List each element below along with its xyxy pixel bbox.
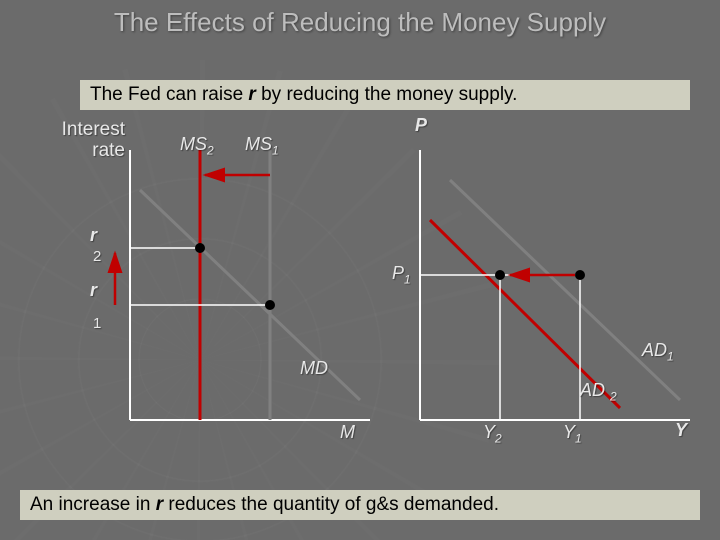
t2: r <box>248 84 255 105</box>
ms2-label: MS2 <box>180 134 214 158</box>
p1-label: P1 <box>392 263 411 287</box>
ad1-label: AD1 <box>642 340 674 364</box>
y1-s: 1 <box>575 432 582 446</box>
r1-l: r <box>90 280 97 300</box>
ad1-s: 1 <box>667 350 674 364</box>
right-xlabel: Y <box>675 420 687 441</box>
ad2-s: 2 <box>610 390 617 404</box>
page-title: The Effects of Reducing the Money Supply <box>0 6 720 39</box>
r2-label: r <box>90 225 97 246</box>
left-point-1 <box>265 300 275 310</box>
right-point-1 <box>575 270 585 280</box>
t1: The Fed can raise <box>90 84 248 105</box>
callout-bottom: An increase in r reduces the quantity of… <box>20 490 700 520</box>
r1-label: r <box>90 280 97 301</box>
p1-l: P <box>392 263 404 283</box>
t3: by reducing the money supply. <box>256 84 518 105</box>
ms1-label: MS1 <box>245 134 279 158</box>
left-xlabel: M <box>340 422 355 443</box>
b1: An increase in <box>30 494 156 515</box>
b2: r <box>156 494 163 515</box>
r1-sub: 1 <box>93 315 101 332</box>
ms1-s: 1 <box>272 144 279 158</box>
ad2-label: AD 2 <box>580 380 617 404</box>
y2-s: 2 <box>495 432 502 446</box>
ms2-s: 2 <box>207 144 214 158</box>
left-point-2 <box>195 243 205 253</box>
y2-label: Y2 <box>483 422 502 446</box>
left-ylabel: Interest rate <box>45 120 125 162</box>
y1-l: Y <box>563 422 575 442</box>
ad1-l: AD <box>642 340 667 360</box>
ad1-line <box>450 180 680 400</box>
y1-label: Y1 <box>563 422 582 446</box>
right-ylabel: P <box>415 115 427 136</box>
charts-svg <box>20 120 700 460</box>
y2-l: Y <box>483 422 495 442</box>
callout-top: The Fed can raise r by reducing the mone… <box>80 80 690 110</box>
chart-stage: Interest rate M MS2 MS1 MD r 2 r 1 P Y P… <box>20 120 700 460</box>
left-ylabel-text: Interest rate <box>62 119 125 161</box>
ms2-l: MS <box>180 134 207 154</box>
ms1-l: MS <box>245 134 272 154</box>
right-point-2 <box>495 270 505 280</box>
r2-l: r <box>90 225 97 245</box>
ad2-l: AD <box>580 380 605 400</box>
p1-s: 1 <box>404 273 411 287</box>
b3: reduces the quantity of g&s demanded. <box>163 494 499 515</box>
md-label: MD <box>300 358 328 379</box>
r2-sub: 2 <box>93 248 101 265</box>
